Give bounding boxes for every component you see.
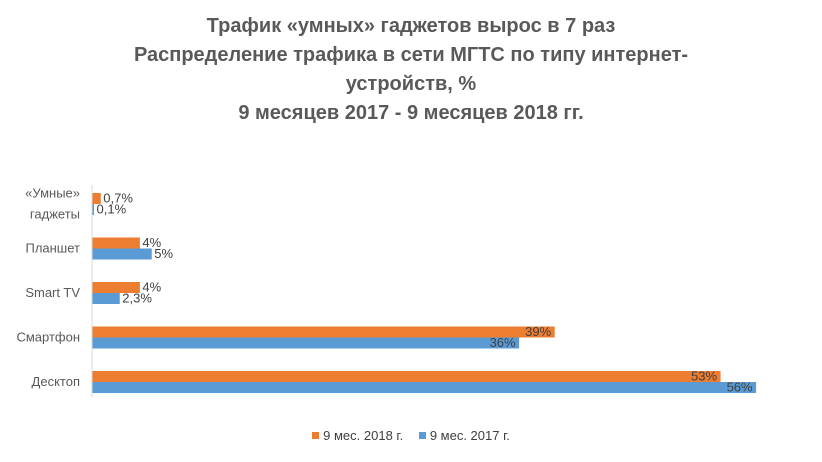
category-label: Смартфон: [16, 330, 80, 345]
category-label-line: Смартфон: [16, 330, 80, 345]
data-label: 4%: [142, 280, 161, 295]
data-label: 36%: [490, 335, 516, 350]
data-label: 56%: [727, 380, 753, 395]
bar-2017: [92, 204, 94, 215]
data-label: 0,7%: [103, 191, 133, 206]
category-label: Smart TV: [25, 285, 80, 300]
chart-title: Трафик «умных» гаджетов вырос в 7 раз Ра…: [0, 12, 822, 128]
legend-label: 9 мес. 2018 г.: [323, 428, 404, 443]
data-label: 39%: [525, 324, 551, 339]
title-line: 9 месяцев 2017 - 9 месяцев 2018 гг.: [238, 102, 584, 124]
data-label: 5%: [154, 246, 173, 261]
bar-2018: [92, 282, 140, 293]
category-label-line: гаджеты: [30, 207, 80, 222]
bar-2018: [92, 371, 721, 382]
title-line: Распределение трафика в сети МГТС по тип…: [133, 44, 689, 66]
bar-2018: [92, 193, 101, 204]
bar-2018: [92, 237, 140, 249]
category-label-line: Планшет: [25, 241, 80, 256]
category-label-line: Десктоп: [32, 374, 80, 389]
legend-swatch-2017: [418, 432, 426, 439]
category-label: Планшет: [25, 241, 80, 256]
category-label: «Умные» гаджеты: [25, 186, 80, 222]
bar-2017: [92, 248, 152, 260]
data-label: 4%: [142, 235, 161, 250]
title-line: Трафик «умных» гаджетов вырос в 7 раз: [206, 15, 616, 37]
data-label: 0,1%: [97, 202, 127, 217]
bar-2017: [92, 382, 757, 393]
data-label: 53%: [691, 369, 717, 384]
legend: 9 мес. 2018 г. 9 мес. 2017 г.: [0, 428, 822, 443]
legend-label: 9 мес. 2017 г.: [429, 428, 510, 443]
legend-swatch-2018: [312, 432, 320, 439]
data-label: 2,3%: [122, 291, 152, 306]
bar-2017: [92, 337, 520, 349]
bar-2018: [92, 326, 555, 338]
category-label-line: Smart TV: [25, 285, 80, 300]
legend-item-2018: 9 мес. 2018 г.: [312, 428, 403, 443]
category-label: Десктоп: [32, 374, 80, 389]
legend-item-2017: 9 мес. 2017 г.: [418, 428, 510, 443]
category-label-line: «Умные»: [25, 186, 80, 201]
title-line: устройств, %: [345, 73, 477, 95]
bar-2017: [92, 293, 120, 304]
